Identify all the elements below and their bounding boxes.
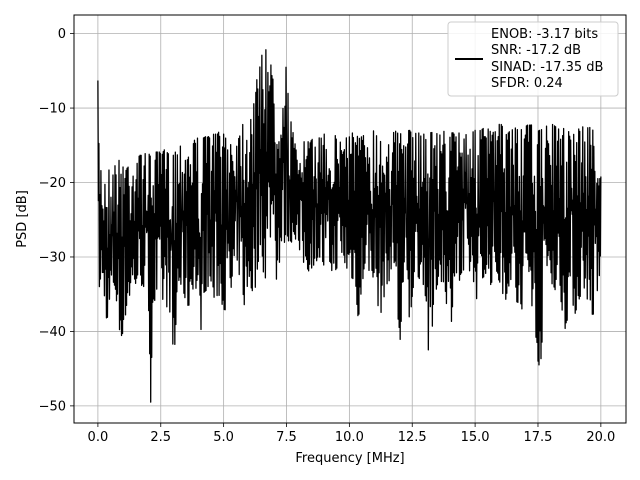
x-tick-label: 10.0 <box>335 430 364 445</box>
x-tick-label: 17.5 <box>524 430 553 445</box>
x-tick-label: 2.5 <box>150 430 171 445</box>
psd-series-line <box>97 49 602 403</box>
x-tick-label: 5.0 <box>213 430 234 445</box>
legend: ENOB: -3.17 bits SNR: -17.2 dB SINAD: -1… <box>447 21 619 97</box>
legend-box <box>447 21 619 97</box>
x-tick-label: 12.5 <box>398 430 427 445</box>
legend-entry-sfdr: SFDR: 0.24 <box>491 76 563 91</box>
legend-entry-enob: ENOB: -3.17 bits <box>491 27 598 42</box>
y-axis-ticks: 0 −10 −20 −30 −40 −50 <box>39 27 74 414</box>
y-tick-label: −40 <box>39 325 66 340</box>
axes-frame <box>73 14 627 424</box>
x-tick-label: 7.5 <box>276 430 297 445</box>
y-tick-label: 0 <box>58 27 66 42</box>
x-axis-ticks: 0.0 2.5 5.0 7.5 10.0 12.5 15.0 17.5 20.0 <box>88 423 615 445</box>
x-tick-label: 0.0 <box>88 430 109 445</box>
x-tick-label: 20.0 <box>586 430 615 445</box>
plot-layer <box>97 49 602 403</box>
legend-entry-snr: SNR: -17.2 dB <box>491 43 581 58</box>
y-tick-label: −30 <box>39 250 66 265</box>
y-tick-label: −10 <box>39 102 66 117</box>
legend-entry-sinad: SINAD: -17.35 dB <box>491 60 603 75</box>
y-tick-label: −20 <box>39 176 66 191</box>
x-axis-label: Frequency [MHz] <box>295 451 404 466</box>
x-tick-label: 15.0 <box>461 430 490 445</box>
y-tick-label: −50 <box>39 399 66 414</box>
y-axis-label: PSD [dB] <box>15 190 30 248</box>
